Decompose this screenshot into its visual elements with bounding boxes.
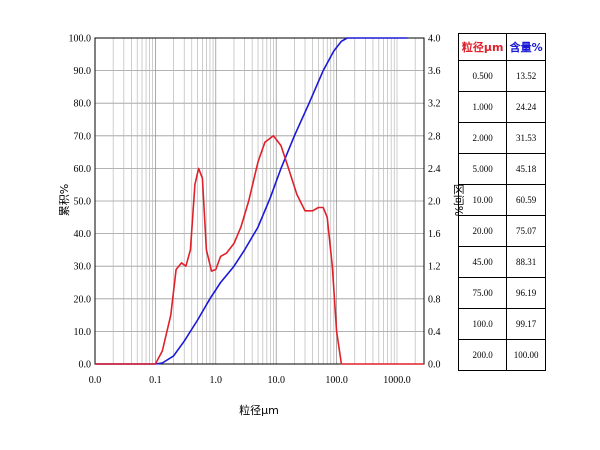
x-axis-tick-label: 100.0: [325, 375, 348, 386]
table-cell-content: 31.53: [506, 122, 546, 154]
table-cell-size: 75.00: [457, 277, 508, 309]
table-cell-content: 75.07: [506, 215, 546, 247]
series-line-1: [95, 135, 424, 365]
table-body: 0.500 13.52 1.000 24.24 2.000 31.53 5.000 45.18…: [457, 60, 546, 371]
table-header-size: 粒径μm: [457, 33, 508, 61]
x-axis-tick-label: 1.0: [210, 375, 223, 386]
series-line-0: [95, 37, 408, 365]
left-axis-tick-label: 20.0: [74, 294, 92, 305]
right-axis-tick-label: 3.6: [428, 66, 441, 77]
table-header-row: 粒径μm 含量%: [457, 33, 546, 61]
right-axis-tick-label: 2.4: [428, 164, 441, 175]
table-row: 2.000 31.53: [457, 122, 546, 154]
table-row: 100.0 99.17: [457, 308, 546, 340]
x-axis-ticks: 0.0 0.1 1.0 10.0 100.0 1000.0: [89, 375, 411, 386]
table-row: 200.0 100.00: [457, 339, 546, 371]
right-axis-tick-label: 0.0: [428, 360, 441, 371]
left-axis-tick-label: 100.0: [69, 34, 92, 45]
table-header-content: 含量%: [506, 33, 546, 61]
left-axis-tick-label: 40.0: [74, 229, 92, 240]
x-axis-tick-label: 10.0: [267, 375, 285, 386]
table-cell-size: 5.000: [457, 153, 508, 185]
table-cell-size: 45.00: [457, 246, 508, 278]
table-cell-content: 24.24: [506, 91, 546, 123]
table-cell-content: 45.18: [506, 153, 546, 185]
table-cell-size: 200.0: [457, 339, 508, 371]
table-cell-size: 100.0: [457, 308, 508, 340]
table-cell-content: 13.52: [506, 60, 546, 92]
table-cell-content: 88.31: [506, 246, 546, 278]
left-axis-tick-label: 10.0: [74, 327, 92, 338]
right-axis-tick-label: 2.8: [428, 131, 441, 142]
left-axis-ticks: 0.0 10.0 20.0 30.0 40.0 50.0 60.0 70.0 80.0 90.0 1…: [69, 34, 92, 371]
table-row: 75.00 96.19: [457, 277, 546, 309]
right-axis-tick-label: 0.8: [428, 294, 441, 305]
table-cell-size: 10.00: [457, 184, 508, 216]
table-cell-content: 99.17: [506, 308, 546, 340]
plot-frame: [94, 37, 425, 365]
left-axis-tick-label: 80.0: [74, 99, 92, 110]
table-cell-content: 60.59: [506, 184, 546, 216]
series-lines: [95, 37, 424, 365]
table-cell-size: 1.000: [457, 91, 508, 123]
table-cell-size: 20.00: [457, 215, 508, 247]
x-axis-tick-label: 0.1: [149, 375, 162, 386]
grid-lines: [94, 37, 424, 365]
x-axis-label: 粒径μm: [239, 403, 279, 417]
table-row: 10.00 60.59: [457, 184, 546, 216]
x-axis-tick-label: 1000.0: [383, 375, 411, 386]
right-axis-ticks: 0.0 0.4 0.8 1.2 1.6 2.0 2.4 2.8 3.2 3.6 4.0: [428, 34, 441, 371]
left-axis-tick-label: 30.0: [74, 262, 92, 273]
table-row: 45.00 88.31: [457, 246, 546, 278]
right-axis-tick-label: 0.4: [428, 327, 441, 338]
left-axis-tick-label: 60.0: [74, 164, 92, 175]
left-axis-tick-label: 50.0: [74, 197, 92, 208]
left-axis-tick-label: 90.0: [74, 66, 92, 77]
left-axis-label: 累积%: [58, 184, 71, 216]
table-row: 0.500 13.52: [457, 60, 546, 92]
left-axis-tick-label: 70.0: [74, 131, 92, 142]
table-cell-size: 0.500: [457, 60, 508, 92]
right-axis-tick-label: 1.6: [428, 229, 441, 240]
table-cell-size: 2.000: [457, 122, 508, 154]
table-cell-content: 100.00: [506, 339, 546, 371]
table-cell-content: 96.19: [506, 277, 546, 309]
right-axis-tick-label: 4.0: [428, 34, 441, 45]
right-axis-tick-label: 3.2: [428, 99, 441, 110]
size-content-table: 粒径μm 含量% 0.500 13.52 1.000 24.24 2.000 31.53 5…: [457, 33, 546, 371]
left-axis-tick-label: 0.0: [79, 360, 92, 371]
right-axis-tick-label: 2.0: [428, 197, 441, 208]
table-row: 5.000 45.18: [457, 153, 546, 185]
right-axis-tick-label: 1.2: [428, 262, 441, 273]
x-axis-tick-label: 0.0: [89, 375, 102, 386]
table-row: 1.000 24.24: [457, 91, 546, 123]
table-row: 20.00 75.07: [457, 215, 546, 247]
